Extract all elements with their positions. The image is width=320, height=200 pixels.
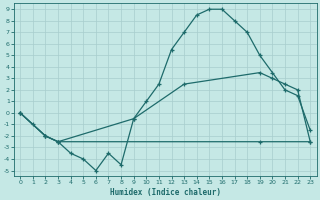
X-axis label: Humidex (Indice chaleur): Humidex (Indice chaleur): [110, 188, 221, 197]
